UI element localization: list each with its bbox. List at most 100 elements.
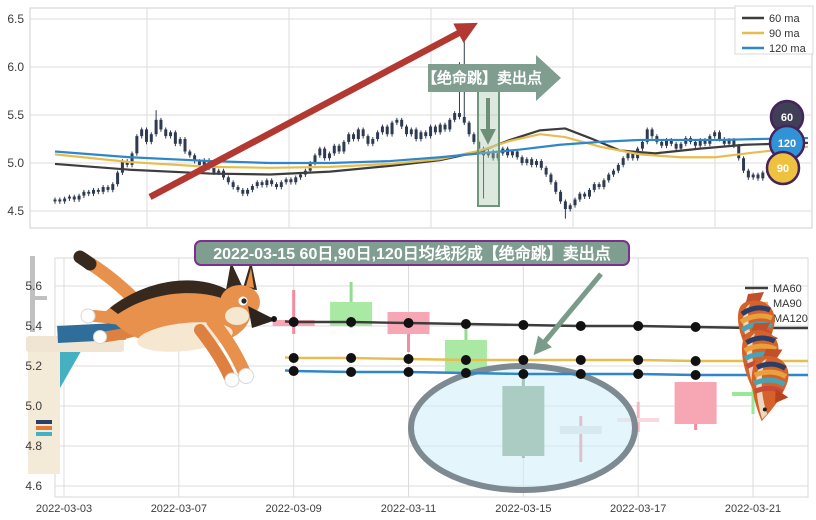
candle <box>289 177 293 185</box>
candle <box>602 178 606 190</box>
candle <box>53 197 57 204</box>
x-axis-label: 2022-03-21 <box>725 503 781 515</box>
ma-dot <box>403 367 414 377</box>
candle <box>231 180 235 190</box>
candle <box>82 189 86 199</box>
diving-platform-illustration <box>26 256 126 474</box>
ma-badge-60: 60 <box>769 99 805 135</box>
dog-illustration <box>73 250 277 388</box>
svg-text:120: 120 <box>778 138 796 150</box>
candle <box>592 182 596 193</box>
legend-item: 120 ma <box>742 43 807 55</box>
x-axis-label: 2022-03-11 <box>381 503 436 515</box>
candle <box>722 137 726 147</box>
candle <box>193 153 197 164</box>
ma-dot <box>518 320 529 330</box>
candle <box>674 141 678 151</box>
candle <box>597 182 601 190</box>
candle <box>679 141 683 151</box>
ma-dot <box>575 369 586 379</box>
candle <box>361 127 365 139</box>
top-chart-grid <box>29 7 813 229</box>
candle <box>742 156 746 174</box>
candle <box>438 122 442 135</box>
ma-dot <box>288 366 299 376</box>
legend-item: 60 ma <box>742 13 800 25</box>
y-axis-tick: 5.0 <box>7 156 24 170</box>
candle <box>279 180 283 190</box>
top-candlestick-series <box>53 28 770 219</box>
fish-icon <box>751 348 789 422</box>
y-axis-tick: 5.5 <box>7 108 24 122</box>
candle <box>515 149 519 160</box>
highlight-ellipse <box>408 363 638 493</box>
y-axis-tick: 5.4 <box>25 319 42 333</box>
y-axis-tick: 6.5 <box>7 12 24 26</box>
candle <box>183 137 187 154</box>
y-axis-tick: 5.6 <box>25 279 42 293</box>
y-axis-tick: 4.5 <box>7 204 24 218</box>
fish-illustration <box>738 292 789 422</box>
candle <box>650 127 654 139</box>
candle <box>535 159 538 168</box>
candle <box>159 117 163 132</box>
candle <box>101 185 105 195</box>
candle <box>429 124 433 139</box>
candle <box>332 143 336 156</box>
candle <box>674 382 717 430</box>
ma-dot <box>460 355 471 365</box>
uptrend-arrow-icon <box>148 22 478 200</box>
candle <box>63 196 67 204</box>
ma-dot <box>403 318 414 328</box>
x-axis-label: 2022-03-15 <box>495 503 551 515</box>
ma-dot <box>346 317 357 327</box>
ma-dot <box>690 356 701 366</box>
legend-item: MA60 <box>745 283 802 295</box>
ma-dot <box>575 355 586 365</box>
candle <box>433 124 437 135</box>
svg-text:60 ma: 60 ma <box>769 13 800 25</box>
ma-dot <box>633 321 644 331</box>
top-legend: 60 ma 90 ma 120 ma <box>734 5 814 55</box>
candle <box>366 134 370 147</box>
candle <box>178 137 182 147</box>
candle <box>58 197 62 204</box>
top-axis-ticks: 6.5 6.0 5.5 5.0 4.5 <box>7 12 24 218</box>
candle <box>149 132 153 145</box>
ma-dot <box>633 369 644 379</box>
candle <box>385 124 389 137</box>
candle <box>265 178 269 188</box>
candle <box>260 180 264 188</box>
sell-point-banner-label: 【绝命跳】卖出点 <box>422 69 542 87</box>
candle <box>130 151 134 168</box>
candle <box>414 127 418 142</box>
annotation-title-box: 2022-03-15 60日,90日,120日均线形成【绝命跳】卖出点 <box>194 240 630 266</box>
candle <box>506 146 510 158</box>
ma-line-ma90 <box>284 356 808 363</box>
candle <box>737 143 741 161</box>
candle <box>342 139 346 154</box>
svg-text:MA90: MA90 <box>773 298 802 310</box>
ma-badge-90: 90 <box>765 150 801 186</box>
candle <box>563 199 567 219</box>
bottom-ma-lines <box>284 317 808 380</box>
svg-text:MA120: MA120 <box>773 313 808 325</box>
candle <box>419 130 423 142</box>
candle <box>125 159 129 168</box>
y-axis-tick: 5.2 <box>25 359 42 373</box>
candle <box>583 191 587 199</box>
candle <box>472 132 476 145</box>
candle <box>568 203 572 212</box>
candle <box>587 187 591 199</box>
candle <box>274 182 278 190</box>
candle <box>96 187 100 195</box>
candle <box>67 194 71 201</box>
candle <box>173 130 177 147</box>
candle <box>645 127 649 145</box>
candle <box>371 137 375 147</box>
candle <box>660 139 664 149</box>
legend-item: 90 ma <box>742 28 800 40</box>
candle <box>525 157 529 166</box>
